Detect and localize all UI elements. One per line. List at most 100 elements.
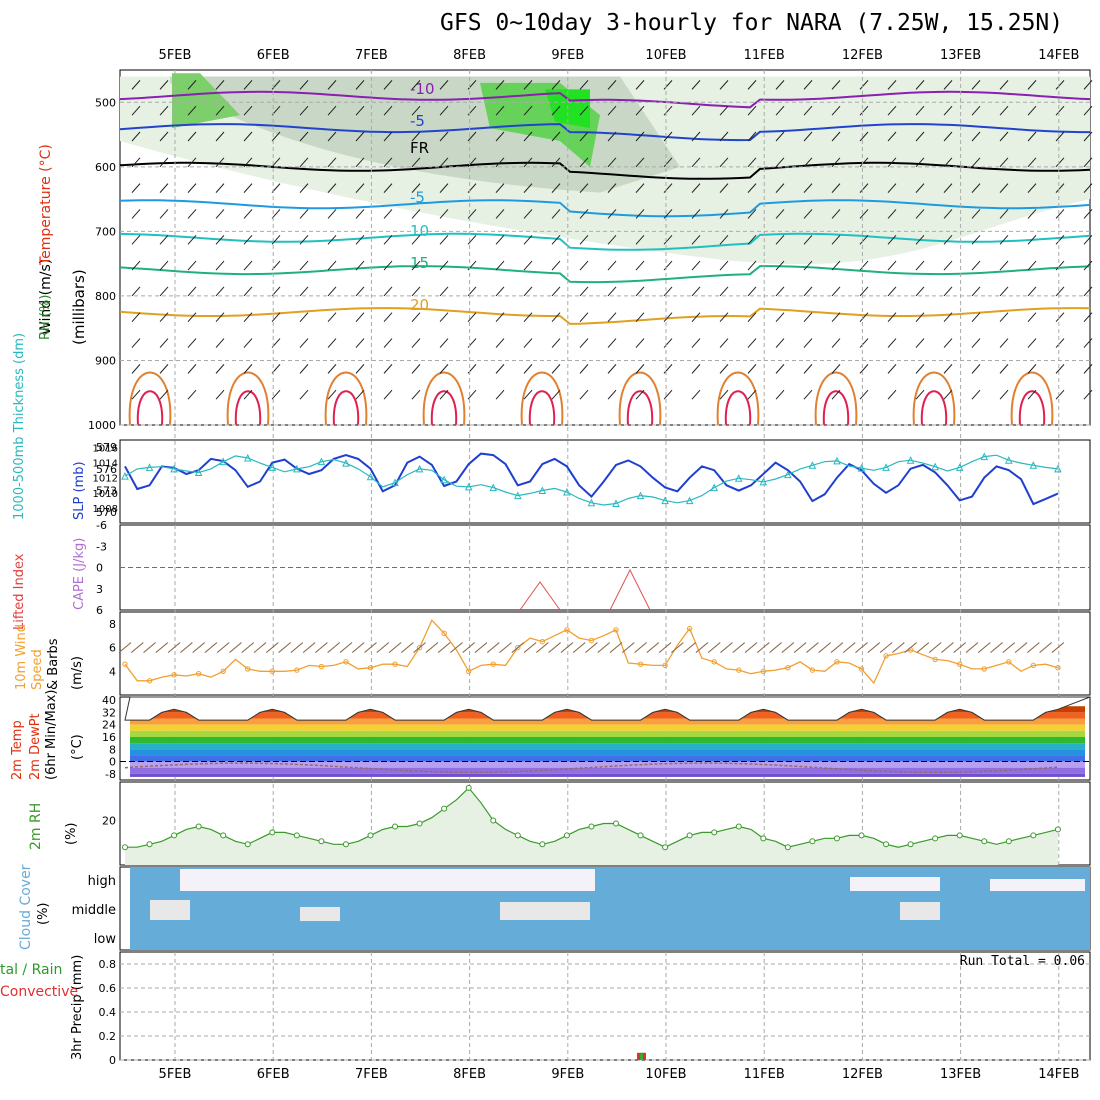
rh-point [269,829,276,836]
wind-speed-point [613,627,619,633]
wind-barb [941,642,954,653]
wind-barb [450,642,463,653]
temp-color-band [130,724,1085,731]
wind-barb [691,312,701,323]
thickness-point [243,453,252,462]
wind-speed-point [343,659,349,665]
wind-barb [355,131,365,142]
wind-barb [495,389,505,400]
wind-barb [1055,183,1065,193]
temp-contour [814,371,858,426]
wind-barb [663,131,673,142]
wind-barb [859,80,869,90]
wind-barb [663,105,673,116]
wind-barb [971,80,981,90]
wind-barb [327,209,337,219]
wind-barb [159,157,169,168]
wind-barb [803,157,813,168]
wind-barb [462,642,476,653]
wind-barb [551,157,561,168]
wind-barb [999,105,1009,116]
y-tick-label: 576 [96,463,117,476]
wind-barb [719,234,729,245]
precip-convective-label: Convective [0,984,79,1000]
wind-barb [1083,105,1093,116]
wind-barb [867,642,881,653]
rh-point [441,805,448,812]
wind-barb [607,209,617,219]
wind-barb [299,286,309,297]
wind-barb [131,105,141,116]
wind-barb [243,312,253,323]
wind-barb [243,364,253,374]
wind-speed-point [736,667,742,673]
rh-point [1005,838,1012,845]
cloud-level-label: high [88,874,116,889]
wind-speed-point [957,661,963,667]
wind-speed-point [146,678,153,684]
temp-contour [128,371,172,426]
ylabel-precip: 3hr Precip (mm) [70,954,85,1060]
ylabel-lifted-index: Lifted Index [12,553,27,630]
wind-barb [299,131,309,142]
wind-barb [155,642,169,653]
wind-barb [803,209,813,219]
temp-contour [430,390,458,426]
wind-barb [560,642,574,653]
thickness-point [980,452,989,461]
wind-barb [1083,209,1093,219]
y-tick-label: 0.8 [99,958,117,971]
date-tick-bottom: 8FEB [453,1067,487,1082]
wind-barb [579,286,589,297]
y-tick-label: 6 [109,642,116,655]
wind-barb [793,642,807,653]
rh-point [833,835,840,842]
wind-barb [355,157,365,168]
rh-point [784,844,791,851]
temp-color-band [130,749,1085,756]
wind-barb [159,286,169,297]
wind-barb [971,364,981,374]
wind-barb [523,389,533,400]
thickness-point [1054,464,1062,473]
wind-barb [327,642,340,653]
date-tick-bottom: 14FEB [1038,1067,1080,1082]
panel-precip [119,951,1091,1061]
wind-speed-point [785,665,791,671]
wind-barb [803,364,813,374]
precip-bar [640,1053,643,1060]
wind-barb [425,642,439,653]
wind-barb [299,312,309,323]
wind-barb [327,234,337,245]
wind-barb [775,286,785,297]
wind-barb [803,338,813,348]
wind-barb [999,312,1009,323]
y-tick-label: 3 [96,583,103,596]
y-tick-label: 800 [95,290,116,303]
wind-barb [775,338,785,348]
rh-point [809,838,816,845]
wind-barb [159,234,169,245]
wind-barb [747,312,757,323]
wind-barb [131,234,141,245]
wind-barb [859,105,869,116]
wind-barb [299,389,309,400]
wind-barb [775,312,785,323]
wind-barb [1027,234,1037,245]
wind-barb [597,642,611,653]
cloud-level-label: low [94,932,117,947]
wind-barb [775,364,785,374]
y-tick-label: 600 [95,161,116,174]
thickness-point [366,472,375,481]
wind-barb [1055,209,1065,219]
ylabel-dewpt2m: 2m DewPt [28,713,43,780]
date-tick-top: 10FEB [645,48,687,63]
wind-barb [1027,105,1037,116]
wind-speed-point [294,667,300,673]
wind-barb [831,234,841,245]
wind-barb [747,389,757,400]
cloud-gap-high [850,877,940,891]
ylabel-millibars: (millibars) [70,269,88,345]
wind-barb [635,338,645,348]
wind-barb [439,183,449,193]
